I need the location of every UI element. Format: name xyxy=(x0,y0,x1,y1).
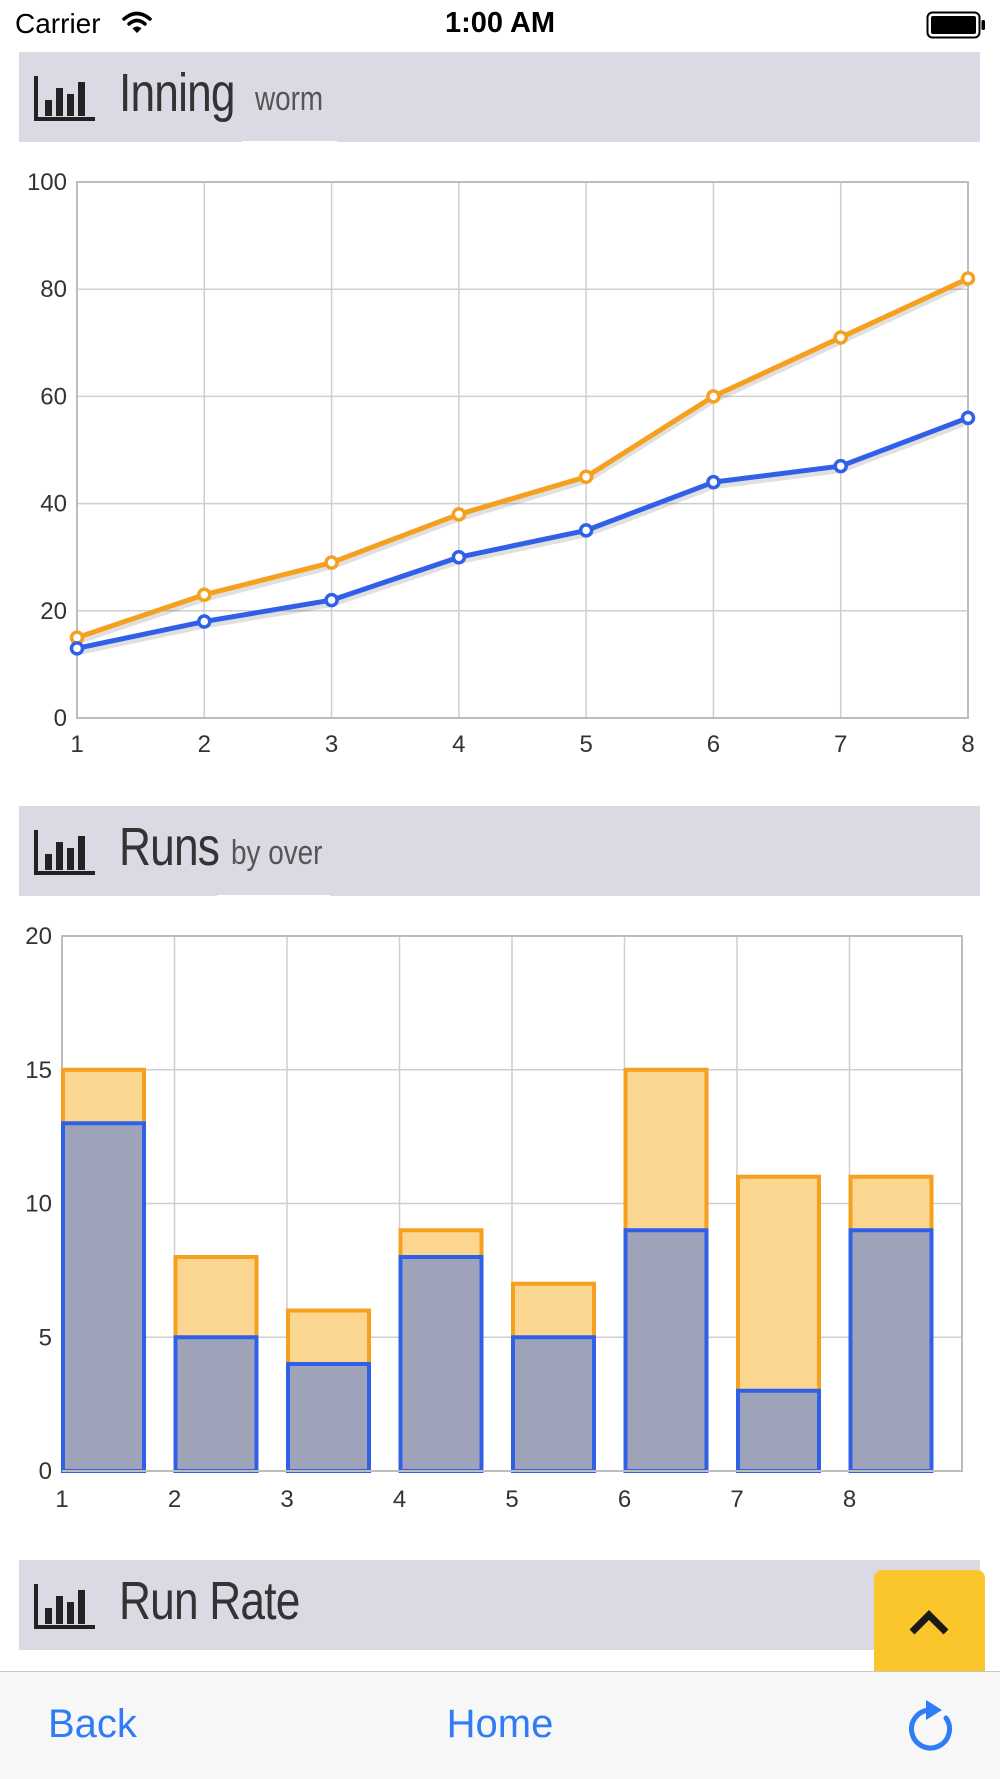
series-line-1 xyxy=(76,276,970,640)
x-tick-label: 2 xyxy=(168,1486,181,1513)
x-tick-label: 4 xyxy=(393,1486,406,1513)
x-tick-label: 5 xyxy=(579,731,592,758)
section-title: Run Rate xyxy=(119,1571,300,1631)
inning-section-header: Inning worm xyxy=(19,52,980,144)
wifi-icon xyxy=(122,11,152,33)
x-tick-label: 3 xyxy=(325,731,338,758)
series-point xyxy=(706,389,721,404)
section-subtitle: by over xyxy=(231,834,323,872)
y-tick-label: 5 xyxy=(39,1324,52,1351)
y-tick-label: 0 xyxy=(54,705,67,732)
bar-series-2 xyxy=(623,1228,709,1473)
x-tick-label: 4 xyxy=(452,731,465,758)
back-button[interactable]: Back xyxy=(48,1702,137,1746)
status-time: 1:00 AM xyxy=(444,7,556,39)
y-tick-label: 20 xyxy=(25,923,52,950)
bar-series-2 xyxy=(61,1121,146,1473)
carrier-label: Carrier xyxy=(15,8,101,39)
x-tick-label: 1 xyxy=(55,1486,68,1513)
x-tick-label: 8 xyxy=(843,1486,856,1513)
subtitle-underline xyxy=(242,141,337,144)
series-shadow xyxy=(76,419,970,656)
bar-series-2 xyxy=(736,1388,821,1473)
x-tick-label: 3 xyxy=(280,1486,293,1513)
refresh-icon[interactable] xyxy=(908,1698,958,1754)
bar-series-2 xyxy=(511,1335,596,1473)
series-point xyxy=(578,523,594,538)
x-tick-label: 2 xyxy=(198,731,211,758)
series-point xyxy=(960,271,976,286)
y-tick-label: 10 xyxy=(25,1191,52,1218)
x-tick-label: 5 xyxy=(505,1486,518,1513)
section-title: Inning xyxy=(119,63,236,123)
series-point xyxy=(197,614,212,629)
series-point xyxy=(833,330,848,345)
bar-chart-icon xyxy=(34,76,95,121)
series-line-2 xyxy=(76,415,969,651)
section-title: Runs xyxy=(119,817,220,877)
bar-series-2 xyxy=(173,1335,259,1473)
series-point xyxy=(578,469,594,485)
chevron-up-icon xyxy=(909,1610,949,1635)
series-point xyxy=(324,555,339,570)
x-tick-label: 7 xyxy=(834,731,847,758)
home-button[interactable]: Home xyxy=(446,1702,554,1746)
y-tick-label: 100 xyxy=(27,169,67,196)
series-point xyxy=(324,592,339,608)
runs-section-header: Runs by over xyxy=(19,806,980,898)
series-point xyxy=(451,507,467,522)
bottom-toolbar: Back Home xyxy=(0,1671,1000,1779)
status-bar: Carrier 1:00 AM xyxy=(0,0,1000,50)
runs-by-over-chart: 0 5 10 15 20 1 2 3 4 5 6 7 8 xyxy=(25,923,963,1513)
bar-chart-icon xyxy=(34,830,95,875)
series-point xyxy=(960,410,976,426)
section-subtitle: worm xyxy=(255,80,324,118)
y-tick-label: 15 xyxy=(25,1057,52,1084)
subtitle-underline xyxy=(217,895,330,898)
y-tick-label: 60 xyxy=(40,383,67,410)
series-point xyxy=(69,641,85,656)
y-tick-label: 20 xyxy=(40,598,67,625)
bar-series-2 xyxy=(286,1362,371,1473)
bar-chart-icon xyxy=(34,1584,95,1629)
series-point xyxy=(833,458,848,474)
bar-series-2 xyxy=(398,1255,484,1473)
battery-icon xyxy=(926,11,985,39)
series-point xyxy=(451,549,467,565)
x-tick-label: 7 xyxy=(730,1486,743,1513)
x-tick-label: 8 xyxy=(961,731,974,758)
y-tick-label: 0 xyxy=(39,1458,52,1485)
x-tick-label: 6 xyxy=(618,1486,631,1513)
y-tick-label: 40 xyxy=(40,491,67,518)
scroll-to-top-button[interactable] xyxy=(874,1570,985,1680)
y-tick-label: 80 xyxy=(40,276,67,303)
x-tick-label: 6 xyxy=(707,731,720,758)
run-rate-section-header: Run Rate xyxy=(19,1560,980,1650)
plot-frame xyxy=(76,181,969,719)
bar-series-2 xyxy=(848,1228,934,1473)
x-tick-label: 1 xyxy=(70,731,83,758)
inning-worm-chart: 0 20 40 60 80 100 1 2 3 4 5 6 7 8 xyxy=(27,169,976,758)
series-point xyxy=(706,474,721,490)
series-point xyxy=(197,587,212,602)
series-shadow xyxy=(76,279,970,645)
